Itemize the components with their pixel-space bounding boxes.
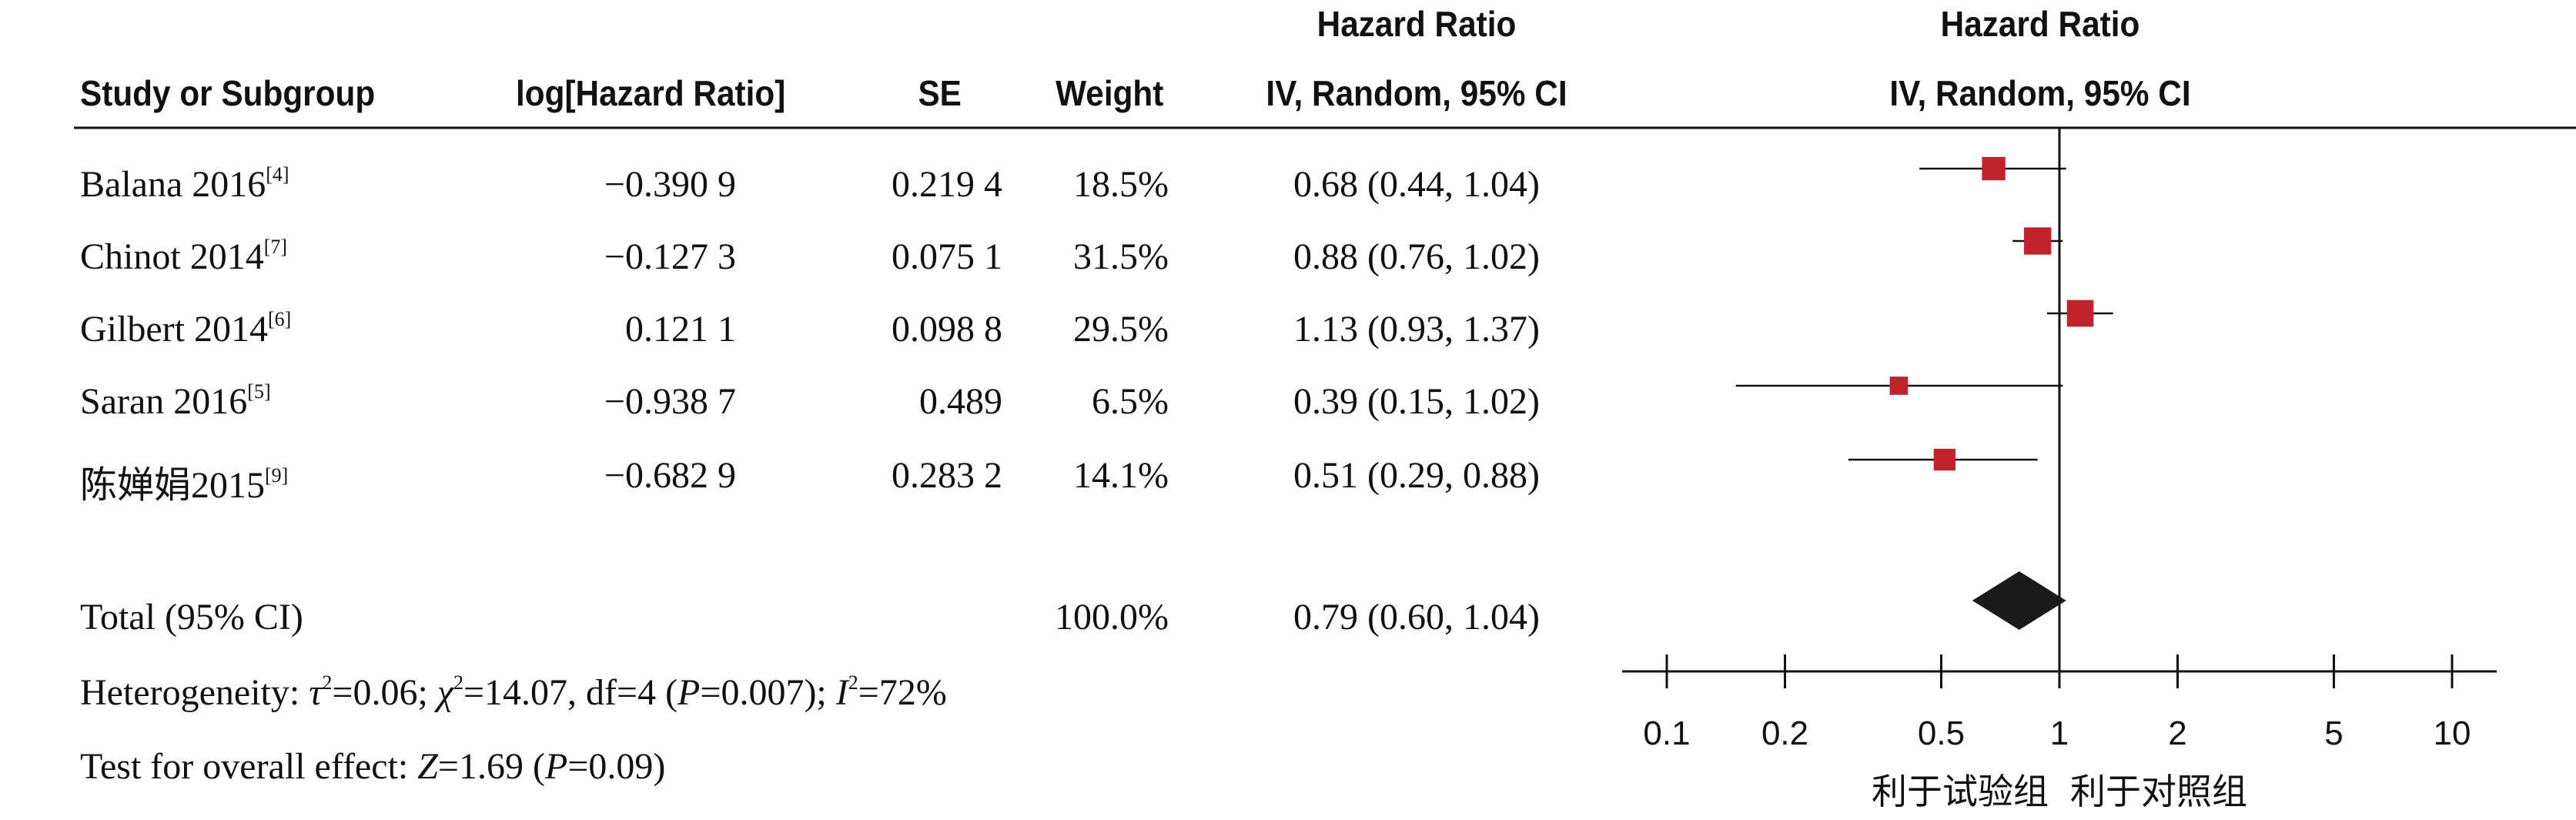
study-name: Saran 2016[5]: [80, 380, 271, 422]
loghr-value: −0.682 9: [604, 455, 736, 496]
loghr-value: 0.121 1: [625, 309, 736, 350]
x-tick-label: 10: [2434, 715, 2471, 752]
header-weight: Weight: [1055, 73, 1164, 113]
x-tick-label: 0.1: [1643, 715, 1690, 752]
study-marker: [2066, 300, 2094, 327]
header-hr-title: Hazard Ratio: [1316, 4, 1517, 44]
se-value: 0.075 1: [892, 236, 1002, 277]
header-hr-sub: IV, Random, 95% CI: [1266, 73, 1567, 113]
pooled-diamond: [1972, 571, 2066, 630]
se-value: 0.489: [919, 381, 1002, 422]
heterogeneity-text: Heterogeneity: τ2=0.06; χ2=14.07, df=4 (…: [80, 671, 947, 713]
loghr-value: −0.938 7: [604, 381, 736, 422]
favours-left-label: 利于试验组: [1872, 771, 2049, 812]
weight-value: 6.5%: [1092, 381, 1169, 422]
study-marker: [1982, 156, 2006, 181]
se-value: 0.219 4: [892, 164, 1002, 205]
ci-text: 0.51 (0.29, 0.88): [1293, 455, 1540, 496]
x-tick-label: 5: [2324, 715, 2343, 752]
weight-value: 31.5%: [1073, 236, 1169, 277]
x-tick-label: 0.5: [1918, 715, 1965, 752]
study-marker: [2024, 227, 2052, 255]
x-tick-label: 2: [2168, 715, 2186, 752]
favours-right-label: 利于对照组: [2070, 771, 2247, 812]
overall-effect-text: Test for overall effect: Z=1.69 (P=0.09): [80, 746, 666, 787]
header-plot-sub: IV, Random, 95% CI: [1889, 73, 2191, 113]
study-name: 陈婵娟2015[9]: [80, 464, 289, 506]
se-value: 0.283 2: [892, 455, 1002, 496]
ci-text: 1.13 (0.93, 1.37): [1293, 309, 1540, 350]
header-plot-title: Hazard Ratio: [1940, 4, 2140, 44]
x-tick-label: 0.2: [1761, 715, 1808, 752]
total-ci-text: 0.79 (0.60, 1.04): [1293, 597, 1540, 638]
study-name: Chinot 2014[7]: [80, 236, 288, 277]
header-study: Study or Subgroup: [80, 73, 376, 113]
loghr-value: −0.390 9: [604, 164, 736, 205]
ci-text: 0.88 (0.76, 1.02): [1293, 236, 1540, 277]
study-marker: [1889, 377, 1909, 395]
study-name: Gilbert 2014[6]: [80, 308, 292, 350]
total-weight: 100.0%: [1055, 597, 1169, 638]
ci-text: 0.68 (0.44, 1.04): [1293, 164, 1540, 205]
weight-value: 18.5%: [1073, 164, 1169, 205]
header-loghr: log[Hazard Ratio]: [516, 73, 786, 113]
loghr-value: −0.127 3: [604, 236, 736, 277]
header-se: SE: [918, 73, 962, 113]
weight-value: 14.1%: [1073, 455, 1169, 496]
ci-text: 0.39 (0.15, 1.02): [1293, 381, 1540, 422]
weight-value: 29.5%: [1073, 309, 1169, 350]
study-name: Balana 2016[4]: [80, 163, 289, 205]
se-value: 0.098 8: [892, 309, 1002, 350]
study-marker: [1933, 448, 1955, 471]
x-tick-label: 1: [2050, 715, 2069, 752]
total-label: Total (95% CI): [80, 597, 303, 638]
